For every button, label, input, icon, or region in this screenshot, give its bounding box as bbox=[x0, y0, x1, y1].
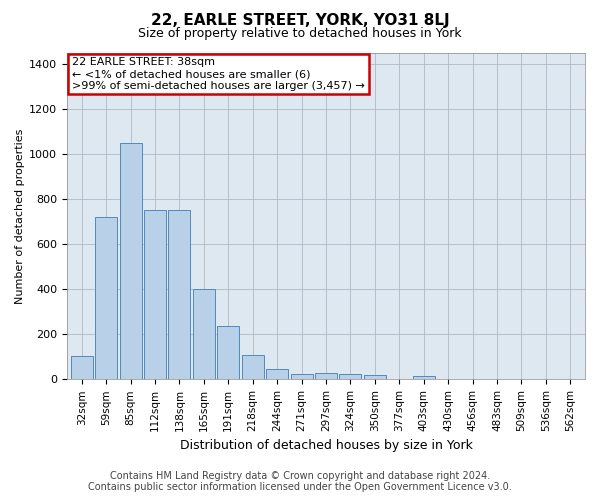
Y-axis label: Number of detached properties: Number of detached properties bbox=[15, 128, 25, 304]
Bar bbox=[217, 326, 239, 380]
Bar bbox=[413, 376, 435, 380]
Text: Contains HM Land Registry data © Crown copyright and database right 2024.
Contai: Contains HM Land Registry data © Crown c… bbox=[88, 471, 512, 492]
Bar bbox=[340, 374, 361, 380]
Bar bbox=[119, 142, 142, 380]
Bar bbox=[242, 354, 264, 380]
Bar bbox=[193, 289, 215, 380]
Bar bbox=[364, 375, 386, 380]
Bar bbox=[290, 374, 313, 380]
Text: 22 EARLE STREET: 38sqm
← <1% of detached houses are smaller (6)
>99% of semi-det: 22 EARLE STREET: 38sqm ← <1% of detached… bbox=[72, 58, 365, 90]
Bar bbox=[169, 210, 190, 380]
Text: 22, EARLE STREET, YORK, YO31 8LJ: 22, EARLE STREET, YORK, YO31 8LJ bbox=[151, 12, 449, 28]
Bar bbox=[71, 356, 92, 380]
Text: Size of property relative to detached houses in York: Size of property relative to detached ho… bbox=[138, 28, 462, 40]
X-axis label: Distribution of detached houses by size in York: Distribution of detached houses by size … bbox=[179, 440, 472, 452]
Bar bbox=[315, 372, 337, 380]
Bar bbox=[144, 210, 166, 380]
Bar bbox=[266, 369, 288, 380]
Bar bbox=[95, 217, 117, 380]
